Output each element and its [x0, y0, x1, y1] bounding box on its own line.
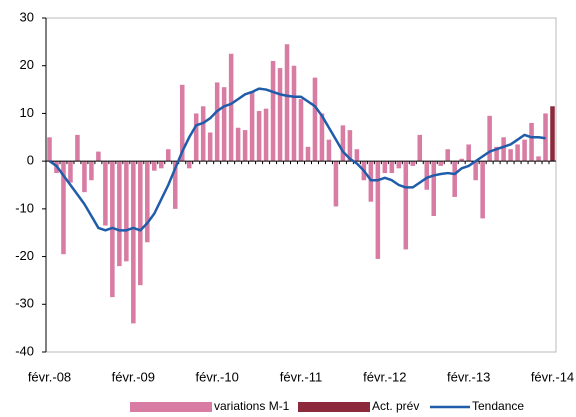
bar: [165, 149, 171, 162]
bar: [186, 161, 192, 169]
bar: [131, 161, 136, 324]
bar: [382, 161, 388, 174]
bar: [200, 106, 206, 162]
bar: [396, 161, 402, 169]
legend-swatch: [130, 402, 212, 412]
bar: [410, 161, 416, 166]
bar: [466, 144, 471, 162]
bar: [389, 161, 395, 174]
bar: [96, 151, 101, 162]
bar: [284, 44, 290, 162]
legend: variations M-1 Act. prév Tendance: [130, 399, 524, 413]
plot-border: [45, 17, 557, 353]
bar: [494, 146, 499, 162]
y-tick-label: -30: [15, 296, 34, 311]
bar: [89, 161, 94, 181]
bar: [103, 161, 108, 226]
bar: [445, 149, 450, 162]
y-tick-label: 0: [27, 153, 34, 168]
x-tick-label: févr.-11: [280, 369, 322, 384]
bar: [117, 161, 122, 267]
bar: [207, 132, 213, 162]
bar: [256, 111, 262, 162]
bar: [242, 130, 248, 162]
trend-line: [48, 87, 546, 232]
bar: [522, 139, 527, 162]
bar: [431, 161, 437, 217]
y-tick-label: 10: [20, 105, 34, 120]
bar: [172, 161, 178, 209]
bar: [438, 161, 443, 166]
bar: [487, 115, 492, 162]
x-tick-label: févr.-13: [447, 369, 490, 384]
bar: [403, 161, 409, 250]
bar: [152, 161, 157, 171]
bar: [159, 161, 164, 169]
bar: [319, 113, 325, 162]
y-tick-label: 30: [20, 9, 34, 24]
x-tick-label: févr.-09: [112, 369, 155, 384]
bar: [536, 156, 541, 162]
bar: [473, 161, 478, 181]
bar: [263, 108, 269, 162]
bar: [333, 161, 339, 207]
bar: [480, 161, 485, 219]
x-tick-label: févr.-14: [531, 369, 574, 384]
x-tick-label: févr.-08: [28, 369, 71, 384]
bar: [508, 149, 513, 162]
bar: [228, 53, 234, 162]
bar: [277, 68, 283, 162]
bar: [221, 87, 227, 162]
legend-label: variations M-1: [214, 399, 290, 413]
bar: [312, 77, 318, 162]
bar: [326, 139, 332, 162]
bar: [61, 161, 66, 255]
bar: [515, 144, 520, 162]
bar: [291, 65, 297, 162]
bar: [68, 161, 73, 183]
bar: [375, 161, 381, 259]
legend-label: Act. prév: [372, 399, 419, 413]
bar: [529, 122, 534, 162]
y-tick-label: -40: [15, 343, 34, 358]
legend-label: Tendance: [472, 399, 524, 413]
bar: [452, 161, 457, 197]
bar: [193, 113, 199, 162]
y-tick-label: 20: [20, 57, 34, 72]
bar: [417, 134, 423, 162]
bar: [145, 161, 150, 243]
bar: [82, 161, 87, 193]
bar: [501, 137, 506, 162]
y-tick-label: -10: [15, 200, 34, 215]
bar: [138, 161, 143, 286]
bar: [214, 82, 220, 162]
bar: [354, 149, 360, 162]
bar: [124, 161, 129, 262]
bar: [235, 127, 241, 162]
x-tick-label: févr.-12: [363, 369, 406, 384]
y-tick-label: -20: [15, 248, 34, 263]
bar: [75, 134, 80, 162]
bar: [550, 106, 555, 162]
legend-swatch: [298, 402, 370, 412]
bar: [298, 99, 304, 162]
bar: [340, 125, 346, 162]
bar: [270, 60, 276, 162]
bar: [459, 158, 464, 162]
bar: [47, 137, 52, 162]
bar: [347, 130, 353, 162]
bar: [424, 161, 430, 190]
bar: [249, 91, 255, 162]
x-tick-label: févr.-10: [195, 369, 238, 384]
bar: [179, 84, 185, 162]
bar: [305, 146, 311, 162]
